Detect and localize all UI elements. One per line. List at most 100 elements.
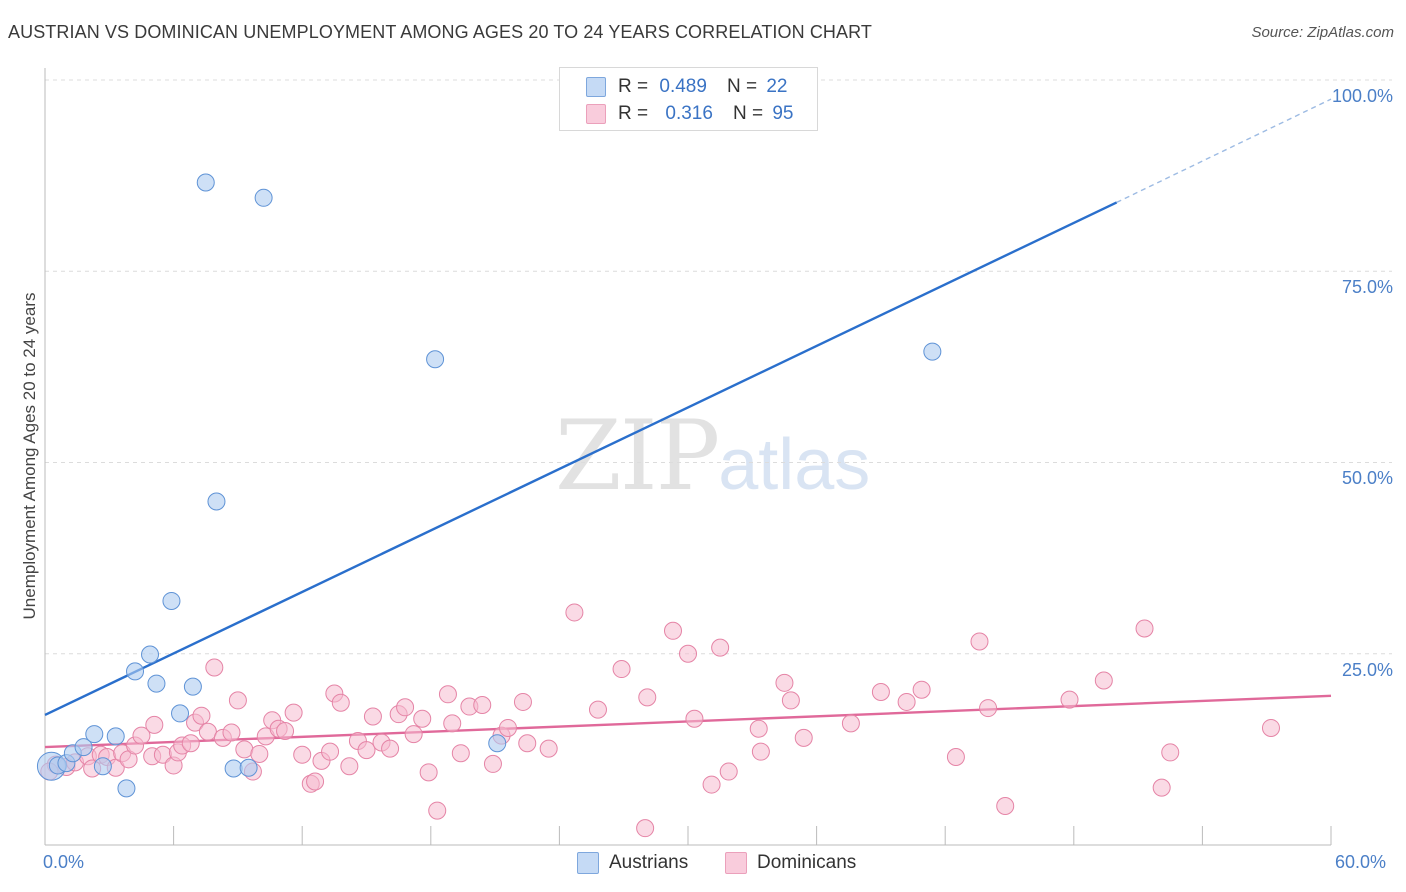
dominicans-point <box>1152 778 1171 797</box>
watermark-zip: ZIP <box>555 400 720 512</box>
austrians-trend <box>44 98 1332 717</box>
austrians-point <box>106 727 125 746</box>
austrians-trend-extension <box>1116 98 1332 204</box>
dominicans-point <box>381 739 400 758</box>
dominicans-point <box>357 741 376 760</box>
dominicans-r-value: 0.316 <box>665 103 713 124</box>
austrians-point <box>85 725 104 744</box>
dominicans-point <box>145 715 164 734</box>
austrians-swatch <box>586 77 606 97</box>
dominicans-point <box>293 745 312 764</box>
legend-n-label: N = <box>726 76 758 97</box>
source-label: Source: ZipAtlas.com <box>1251 24 1394 41</box>
legend-item-dominicans[interactable]: Dominicans <box>725 852 856 874</box>
dominicans-point <box>498 718 517 737</box>
x-tick-label-min: 0.0% <box>43 852 85 872</box>
dominicans-point <box>841 714 860 733</box>
dominicans-point <box>663 621 682 640</box>
austrians-legend-swatch <box>577 852 599 874</box>
y-tick-label-50: 50.0% <box>1341 468 1393 488</box>
y-tick-label-25: 25.0% <box>1341 660 1393 680</box>
dominicans-point <box>871 683 890 701</box>
axes <box>44 68 1332 846</box>
austrians-point <box>239 758 258 777</box>
dominicans-points <box>40 603 1280 838</box>
dominicans-point <box>181 734 200 753</box>
watermark: ZIPatlas <box>555 400 870 512</box>
dominicans-point <box>612 660 631 679</box>
dominicans-point <box>222 723 241 742</box>
dominicans-point <box>228 691 247 710</box>
dominicans-point <box>1060 690 1079 709</box>
austrians-legend-label: Austrians <box>609 852 689 873</box>
dominicans-point <box>1094 671 1113 690</box>
dominicans-point <box>588 700 607 719</box>
legend-r-label: R = <box>618 103 649 124</box>
dominicans-point <box>711 638 730 657</box>
dominicans-point <box>198 722 217 741</box>
austrians-point <box>254 188 273 207</box>
dominicans-point <box>719 762 738 781</box>
dominicans-point <box>250 744 269 763</box>
dominicans-point <box>979 699 998 718</box>
dominicans-point <box>751 742 770 761</box>
dominicans-point <box>912 680 931 699</box>
austrians-point <box>488 734 507 753</box>
austrians-point <box>126 662 145 681</box>
dominicans-point <box>1261 718 1280 737</box>
dominicans-point <box>396 698 415 717</box>
dominicans-point <box>192 706 211 725</box>
austrians-point <box>426 350 445 369</box>
legend-row-dominicans: R = 0.316 N = 95 <box>586 102 793 126</box>
dominicans-legend-label: Dominicans <box>757 852 857 873</box>
dominicans-point <box>276 722 295 741</box>
dominicans-point <box>518 734 537 753</box>
dominicans-point <box>451 744 470 763</box>
austrians-point <box>141 645 160 664</box>
grid-lines <box>45 79 1392 655</box>
dominicans-point <box>685 709 704 728</box>
austrians-point <box>196 173 215 192</box>
dominicans-point <box>775 673 794 692</box>
dominicans-point <box>483 754 502 773</box>
dominicans-point <box>331 693 350 712</box>
austrians-point <box>162 591 181 610</box>
dominicans-point <box>897 692 916 711</box>
y-tick-label-100: 100.0% <box>1331 86 1393 106</box>
dominicans-point <box>132 726 151 745</box>
dominicans-swatch <box>586 104 606 124</box>
dominicans-point <box>428 801 447 820</box>
dominicans-point <box>363 707 382 726</box>
austrians-point <box>117 779 136 798</box>
y-tick-label-75: 75.0% <box>1341 277 1393 297</box>
dominicans-point <box>205 658 224 677</box>
dominicans-point <box>702 775 721 794</box>
dominicans-point <box>306 772 325 791</box>
dominicans-point <box>794 728 813 747</box>
austrians-point <box>93 757 112 776</box>
dominicans-point <box>321 742 340 761</box>
dominicans-n-value: 95 <box>772 103 794 124</box>
dominicans-point <box>996 796 1015 815</box>
dominicans-point <box>636 819 655 838</box>
dominicans-point <box>565 603 584 622</box>
dominicans-point <box>235 740 254 759</box>
austrians-point <box>207 492 226 511</box>
legend-item-austrians[interactable]: Austrians <box>577 852 688 874</box>
dominicans-point <box>539 739 558 758</box>
dominicans-point <box>443 714 462 733</box>
dominicans-point <box>438 685 457 704</box>
dominicans-point <box>679 644 697 663</box>
dominicans-point <box>513 692 532 711</box>
dominicans-point <box>781 691 800 710</box>
dominicans-point <box>284 703 303 722</box>
stats-legend: R = 0.489 N = 22 R = 0.316 N = 95 <box>559 67 818 131</box>
austrians-point <box>74 738 93 757</box>
dominicans-point <box>749 719 768 738</box>
dominicans-point <box>473 696 492 715</box>
austrians-trend-line <box>44 201 1118 717</box>
austrians-n-value: 22 <box>766 76 788 97</box>
chart-title: AUSTRIAN VS DOMINICAN UNEMPLOYMENT AMONG… <box>8 22 872 42</box>
austrians-r-value: 0.489 <box>659 76 707 97</box>
dominicans-point <box>413 709 432 728</box>
